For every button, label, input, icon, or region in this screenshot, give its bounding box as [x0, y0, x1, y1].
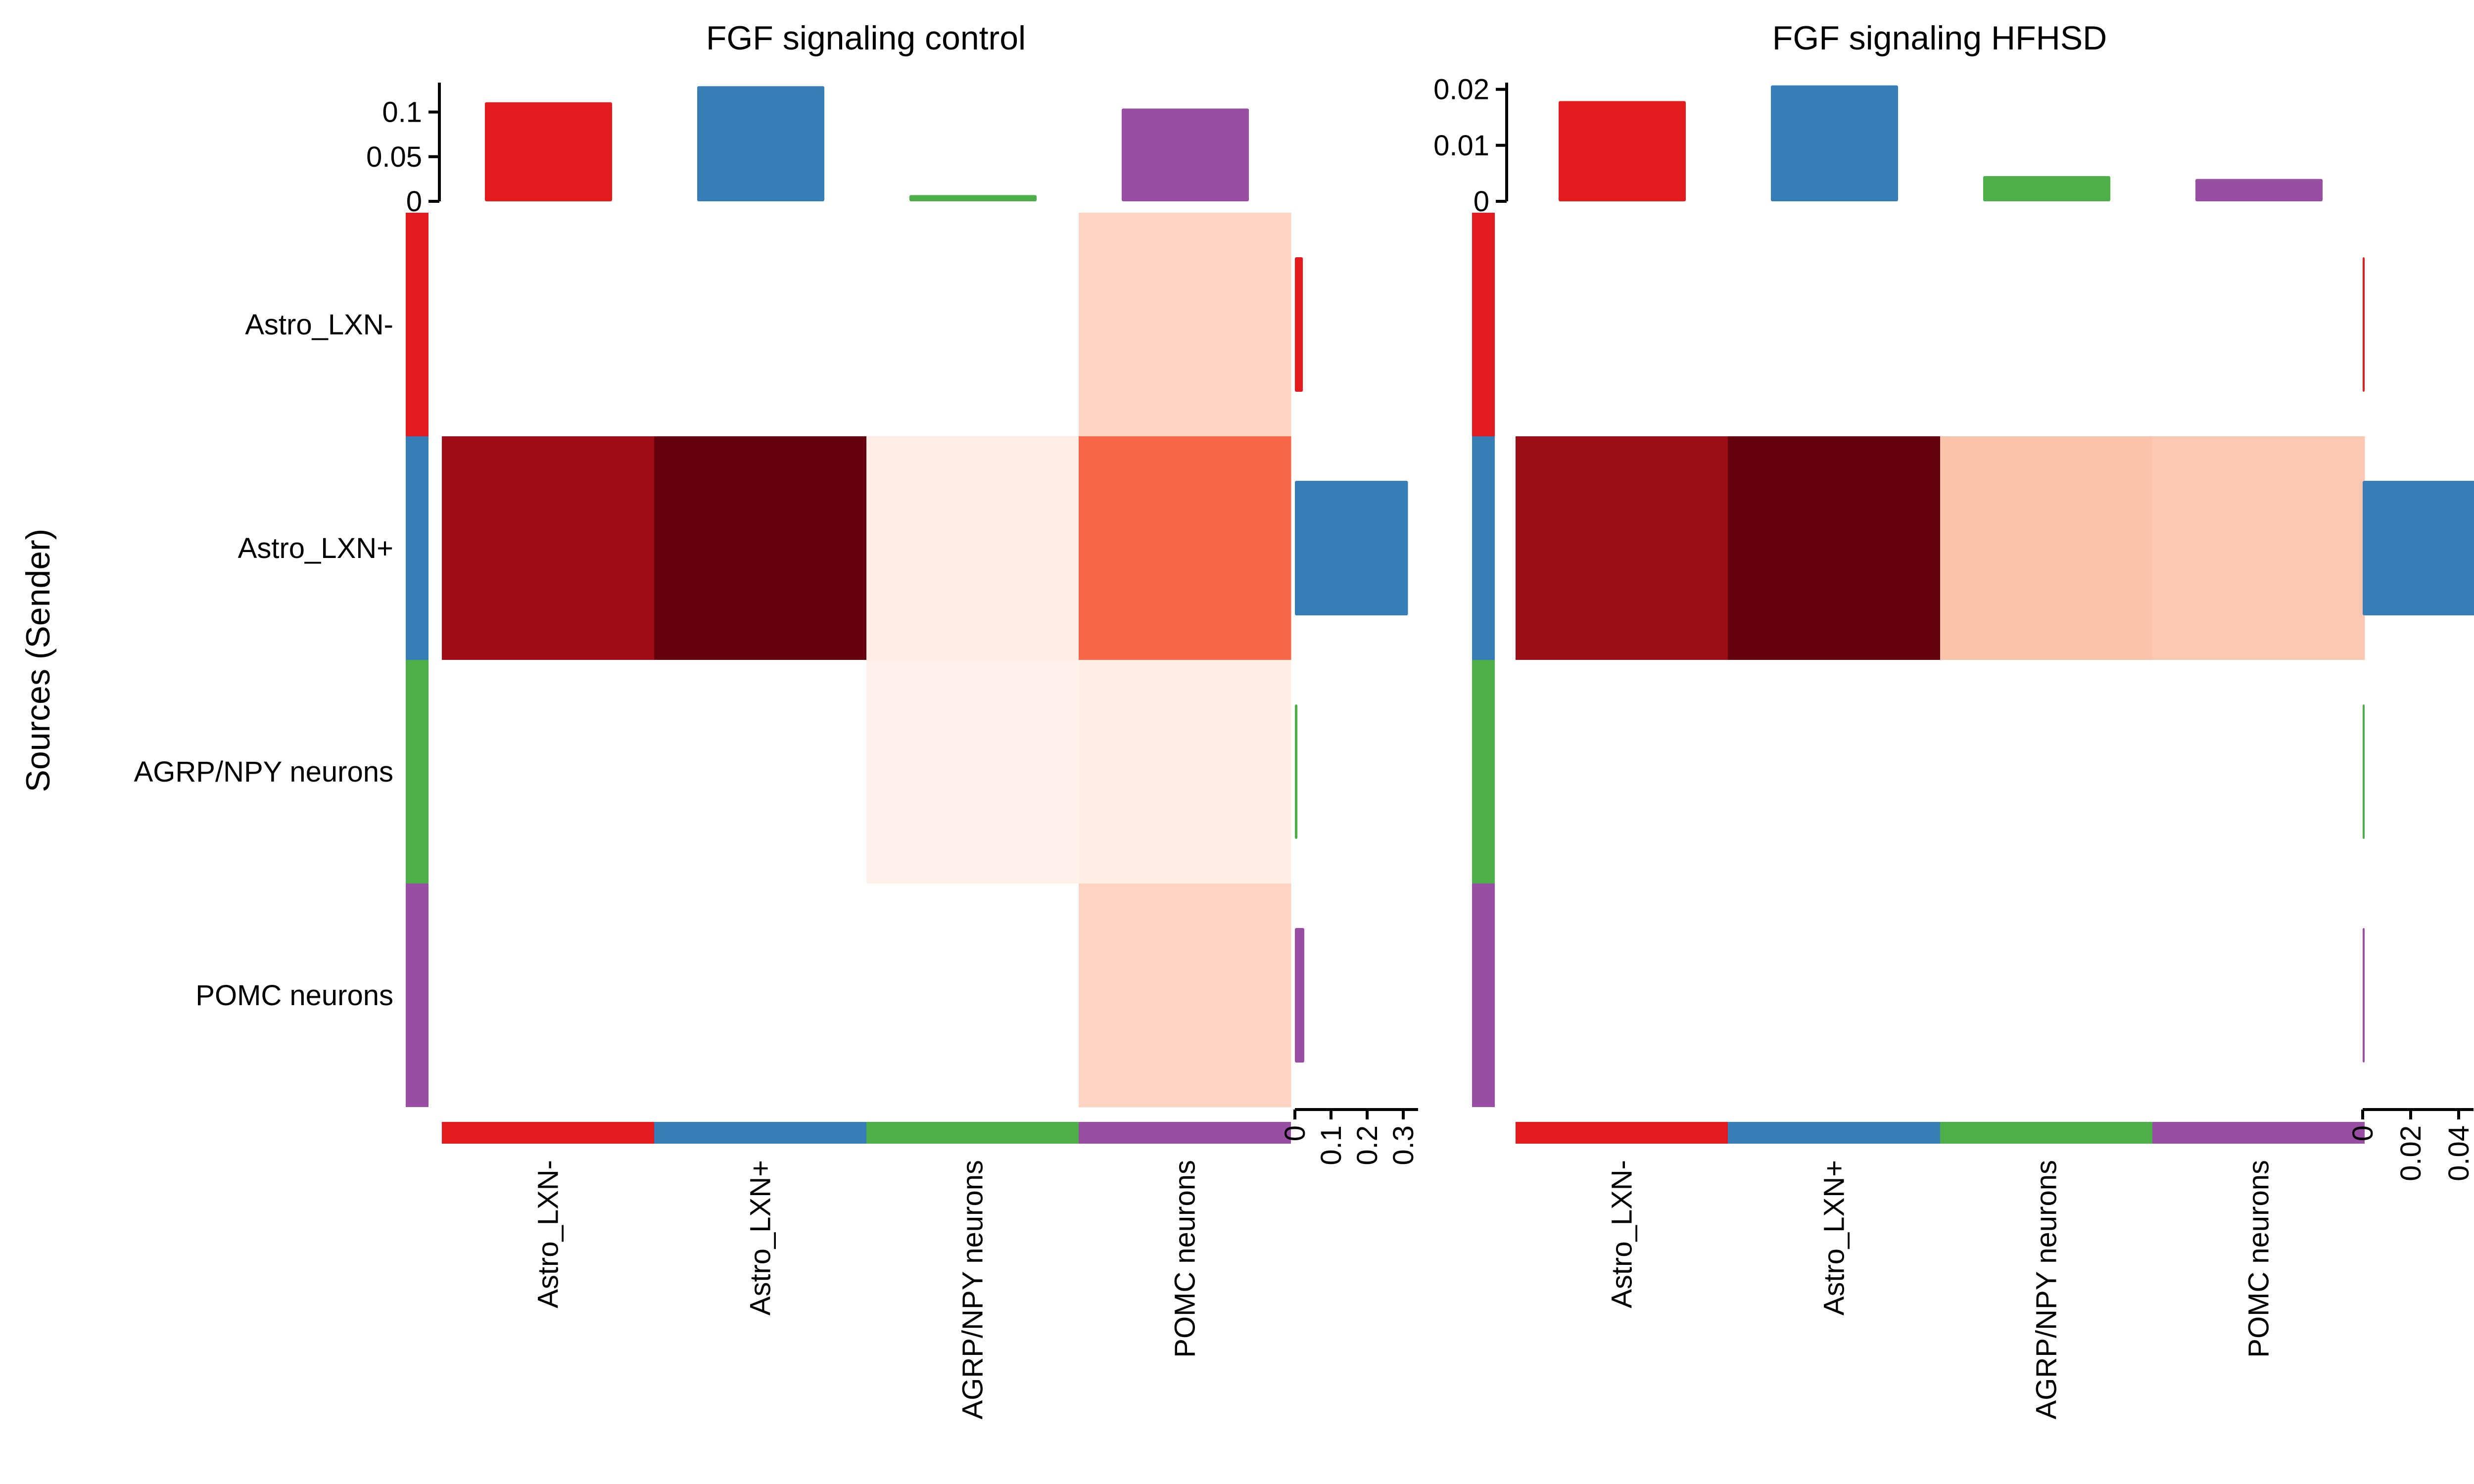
column-color-bar [1940, 1122, 2152, 1144]
heatmap-cell [866, 660, 1079, 884]
side-bar [2363, 928, 2365, 1063]
row-color-bar [1472, 436, 1495, 660]
heatmap-cell [1940, 660, 2153, 884]
top-bar [1983, 176, 2110, 201]
top-bar [1559, 101, 1686, 201]
top-bar-tick-label: 0 [1474, 186, 1489, 218]
column-label: AGRP/NPY neurons [957, 1160, 989, 1419]
heatmap-cell [2152, 883, 2365, 1108]
column-color-bar [442, 1122, 654, 1144]
side-bar-tick-label: 0.3 [1387, 1125, 1420, 1165]
row-label: Astro_LXN- [245, 309, 393, 341]
heatmap-cell [442, 436, 655, 660]
heatmap-cell [1728, 436, 1941, 660]
side-bar [2363, 257, 2365, 392]
top-bar [1122, 108, 1249, 201]
column-label: Astro_LXN- [532, 1160, 565, 1308]
row-color-bar [1472, 213, 1495, 436]
heatmap-cell [1516, 883, 1728, 1108]
top-bar [485, 102, 612, 201]
row-color-bar [1472, 660, 1495, 883]
column-label: POMC neurons [2243, 1160, 2275, 1358]
heatmap-cell [1516, 436, 1728, 660]
column-color-bar [1079, 1122, 1291, 1144]
heatmap-cell [866, 883, 1079, 1108]
heatmap-cell [654, 436, 867, 660]
y-axis-label: Sources (Sender) [19, 529, 57, 792]
column-color-bar [1728, 1122, 1940, 1144]
column-label: Astro_LXN+ [1818, 1160, 1851, 1315]
heatmap-cell [1940, 213, 2153, 437]
top-bar-tick-label: 0.02 [1433, 74, 1489, 106]
column-color-bar [2152, 1122, 2365, 1144]
heatmap-cell [654, 660, 867, 884]
column-color-bar [866, 1122, 1079, 1144]
heatmap-cell [442, 660, 655, 884]
row-label: AGRP/NPY neurons [134, 756, 393, 788]
column-color-bar [1516, 1122, 1728, 1144]
side-bar-tick-label: 0 [1279, 1125, 1311, 1141]
panel-hfhsd: FGF signaling HFHSD Astro_LXN- Astro_LXN+… [1433, 19, 2474, 1419]
side-bar-tick-label: 0.2 [1351, 1125, 1383, 1165]
panel-title: FGF signaling HFHSD [1772, 19, 2107, 57]
heatmap-cell [1079, 436, 1291, 660]
column-label: Astro_LXN+ [745, 1160, 777, 1315]
top-bar-tick-label: 0.1 [382, 96, 422, 129]
heatmap-cell [1079, 883, 1291, 1108]
top-bar-tick-label: 0.05 [366, 141, 422, 173]
top-bar [2195, 179, 2323, 201]
top-bar-tick-label: 0.01 [1433, 130, 1489, 162]
side-bar [2363, 704, 2365, 839]
heatmap-cell [1079, 213, 1291, 437]
column-label: AGRP/NPY neurons [2031, 1160, 2063, 1419]
heatmap-cell [654, 883, 867, 1108]
heatmap-cell [1940, 436, 2153, 660]
row-color-bar [406, 436, 428, 660]
row-label: POMC neurons [195, 979, 393, 1012]
heatmap-cell [1728, 213, 1941, 437]
column-label: POMC neurons [1169, 1160, 1201, 1358]
heatmap-cell [654, 213, 867, 437]
heatmap-cell [2152, 213, 2365, 437]
heatmap-cell [1079, 660, 1291, 884]
top-bar [1771, 85, 1898, 201]
column-color-bar [654, 1122, 866, 1144]
panel-control: FGF signaling control Astro_LXN- Astro_LX… [134, 19, 1420, 1419]
side-bar-tick-label: 0.1 [1315, 1125, 1347, 1165]
side-bar [1295, 481, 1408, 615]
side-bar-tick-label: 0.04 [2443, 1125, 2474, 1181]
top-bar [697, 86, 824, 201]
heatmap-cell [866, 436, 1079, 660]
side-bar [1295, 257, 1303, 392]
heatmap-cell [1516, 660, 1728, 884]
side-bar [1295, 704, 1298, 839]
heatmap-cell [866, 213, 1079, 437]
heatmap-cell [1516, 213, 1728, 437]
heatmap-cell [1728, 660, 1941, 884]
column-label: Astro_LXN- [1606, 1160, 1638, 1308]
side-bar [1295, 928, 1304, 1063]
heatmap-cell [1728, 883, 1941, 1108]
heatmap-cell [2152, 660, 2365, 884]
row-color-bar [406, 213, 428, 436]
heatmap-cell [1940, 883, 2153, 1108]
panel-title: FGF signaling control [706, 19, 1026, 57]
row-color-bar [406, 660, 428, 883]
row-color-bar [406, 883, 428, 1107]
side-bar-tick-label: 0.02 [2395, 1125, 2427, 1181]
row-label: Astro_LXN+ [238, 532, 393, 564]
row-color-bar [1472, 883, 1495, 1107]
top-bar [909, 195, 1037, 201]
heatmap-cell [442, 883, 655, 1108]
side-bar [2363, 481, 2474, 615]
top-bar-tick-label: 0 [406, 186, 422, 218]
side-bar-tick-label: 0 [2347, 1125, 2379, 1141]
heatmap-cell [2152, 436, 2365, 660]
heatmap-cell [442, 213, 655, 437]
